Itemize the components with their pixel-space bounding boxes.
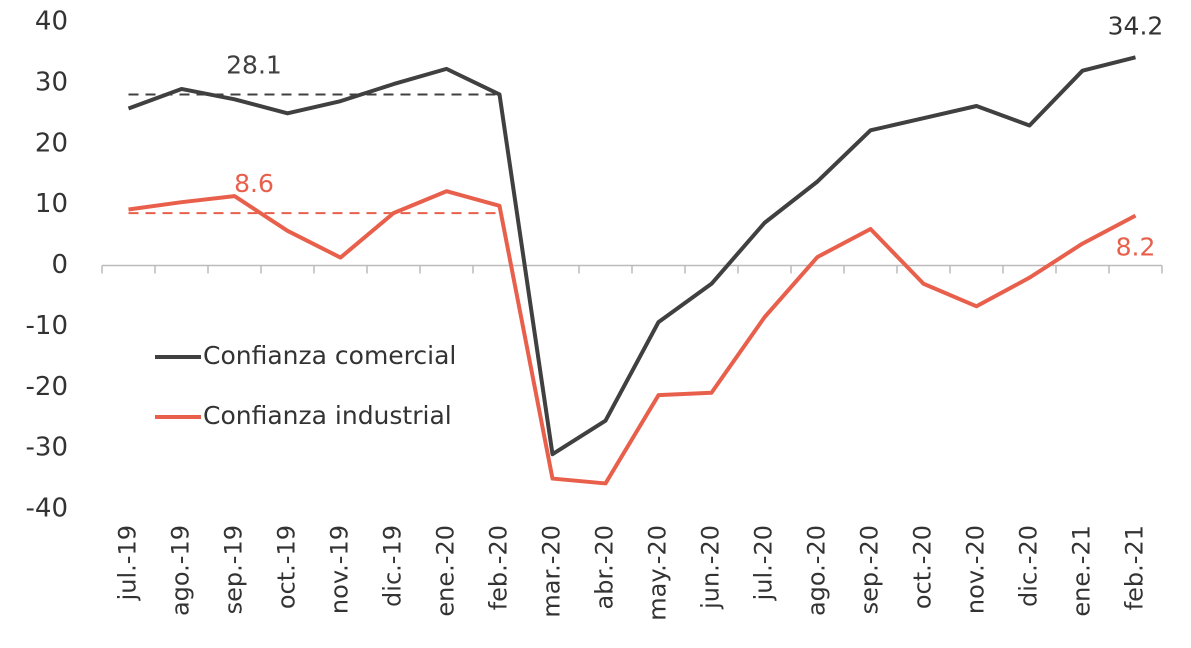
end-label: 34.2: [1108, 11, 1164, 40]
y-tick-label: -30: [26, 433, 68, 463]
x-tick-label: jul.-19: [114, 525, 142, 601]
x-tick-label: ago.-19: [167, 525, 195, 616]
y-tick-label: 20: [35, 128, 68, 158]
x-tick-label: ene.-21: [1068, 525, 1096, 617]
series-line: [127, 55, 1136, 457]
x-tick-label: feb.-21: [1121, 525, 1149, 610]
x-tick-label: nov.-20: [962, 525, 990, 614]
legend-label: Confianza comercial: [203, 341, 456, 370]
y-tick-label: -40: [26, 494, 68, 524]
end-label: 8.2: [1116, 233, 1156, 262]
y-tick-label: 30: [35, 67, 68, 97]
x-tick-label: mar.-20: [538, 525, 566, 618]
x-tick-label: sep.-19: [220, 525, 248, 614]
x-tick-label: oct.-20: [909, 525, 937, 609]
x-tick-label: jul.-20: [750, 525, 778, 601]
reference-label: 28.1: [226, 50, 282, 79]
y-tick-label: 0: [51, 250, 68, 280]
reference-label: 8.6: [234, 169, 274, 198]
x-tick-label: nov.-19: [326, 525, 354, 614]
x-tick-label: oct.-19: [273, 525, 301, 609]
x-tick-label: jun.-20: [697, 525, 725, 610]
x-tick-label: ago.-20: [803, 525, 831, 616]
x-tick-label: dic.-19: [379, 525, 407, 607]
x-tick-label: dic.-20: [1015, 525, 1043, 607]
y-tick-label: 10: [35, 189, 68, 219]
series-line: [128, 189, 1137, 486]
x-tick-label: abr.-20: [591, 525, 619, 609]
y-tick-label: -10: [26, 311, 68, 341]
x-tick-label: ene.-20: [432, 525, 460, 617]
x-tick-label: may.-20: [644, 525, 672, 621]
y-tick-label: -20: [26, 372, 68, 402]
x-tick-label: feb.-20: [485, 525, 513, 610]
legend-label: Confianza industrial: [203, 401, 452, 430]
x-tick-label: sep.-20: [856, 525, 884, 614]
y-tick-label: 40: [35, 7, 68, 37]
